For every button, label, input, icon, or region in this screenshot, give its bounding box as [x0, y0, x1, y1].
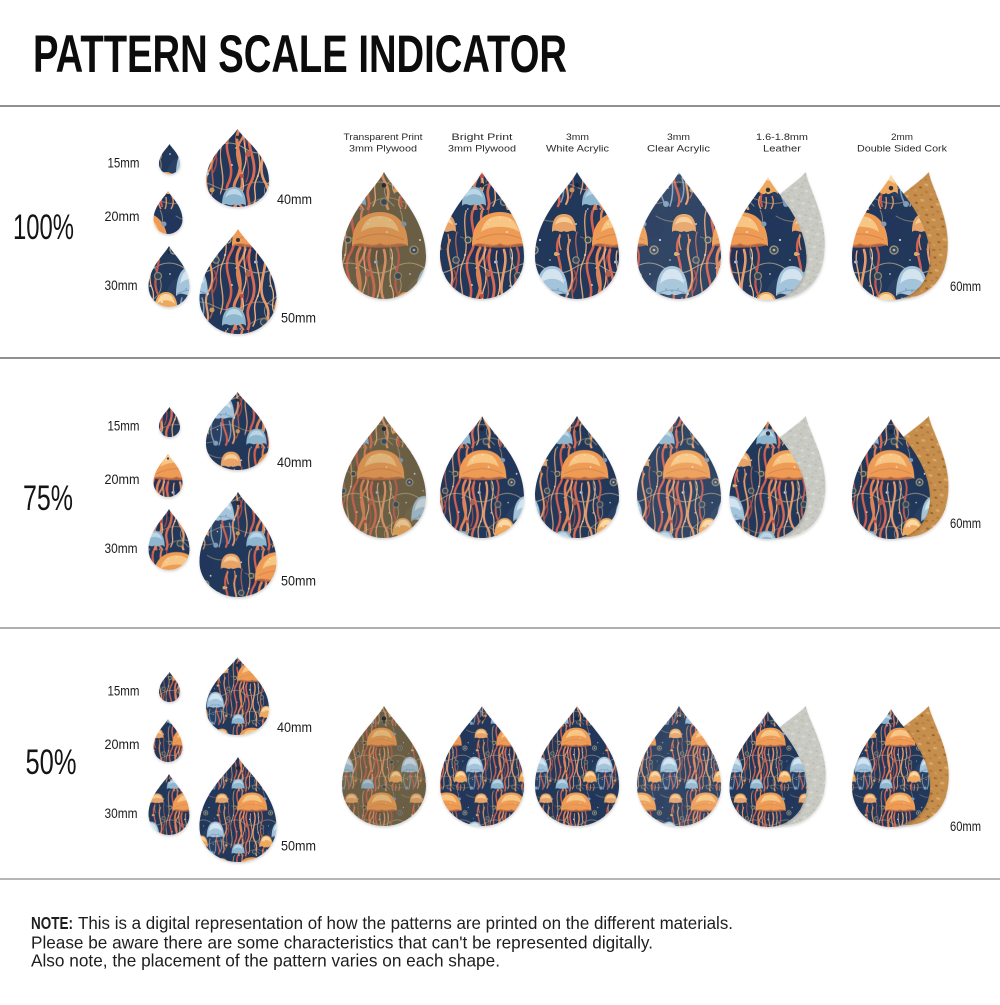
svg-text:15mm: 15mm: [108, 683, 140, 699]
svg-text:3mm Plywood: 3mm Plywood: [448, 144, 516, 155]
svg-text:Clear Acrylic: Clear Acrylic: [647, 144, 710, 155]
svg-text:NOTE:: NOTE:: [31, 913, 73, 933]
svg-text:20mm: 20mm: [105, 471, 140, 487]
svg-text:60mm: 60mm: [950, 278, 981, 294]
svg-text:Bright Print: Bright Print: [452, 132, 513, 143]
svg-text:30mm: 30mm: [105, 540, 138, 556]
svg-text:15mm: 15mm: [108, 418, 140, 434]
svg-text:PATTERN SCALE INDICATOR: PATTERN SCALE INDICATOR: [33, 25, 567, 84]
svg-text:40mm: 40mm: [277, 454, 312, 470]
svg-text:100%: 100%: [13, 208, 74, 247]
svg-text:White Acrylic: White Acrylic: [546, 144, 609, 155]
svg-text:Leather: Leather: [763, 144, 802, 155]
svg-text:2mm: 2mm: [891, 132, 913, 143]
svg-text:Transparent Print: Transparent Print: [344, 132, 423, 143]
svg-text:20mm: 20mm: [105, 208, 140, 224]
svg-text:15mm: 15mm: [108, 155, 140, 171]
svg-text:20mm: 20mm: [105, 736, 140, 752]
svg-text:3mm Plywood: 3mm Plywood: [349, 144, 417, 155]
svg-text:3mm: 3mm: [667, 132, 690, 143]
svg-text:Please be aware there are some: Please be aware there are some character…: [31, 933, 653, 953]
svg-text:3mm: 3mm: [566, 132, 589, 143]
svg-text:30mm: 30mm: [105, 277, 138, 293]
svg-text:40mm: 40mm: [277, 191, 312, 207]
svg-text:This is a digital representati: This is a digital representation of how …: [78, 913, 733, 933]
svg-text:75%: 75%: [23, 479, 73, 518]
svg-text:Double Sided Cork: Double Sided Cork: [857, 144, 947, 155]
svg-text:50mm: 50mm: [281, 838, 316, 854]
svg-text:50mm: 50mm: [281, 573, 316, 589]
svg-text:50mm: 50mm: [281, 310, 316, 326]
svg-text:1.6-1.8mm: 1.6-1.8mm: [756, 132, 808, 143]
svg-text:Also note, the placement of th: Also note, the placement of the pattern …: [31, 951, 500, 971]
svg-text:60mm: 60mm: [950, 818, 981, 834]
svg-text:50%: 50%: [26, 743, 77, 782]
svg-text:40mm: 40mm: [277, 719, 312, 735]
svg-text:30mm: 30mm: [105, 805, 138, 821]
svg-text:60mm: 60mm: [950, 515, 981, 531]
